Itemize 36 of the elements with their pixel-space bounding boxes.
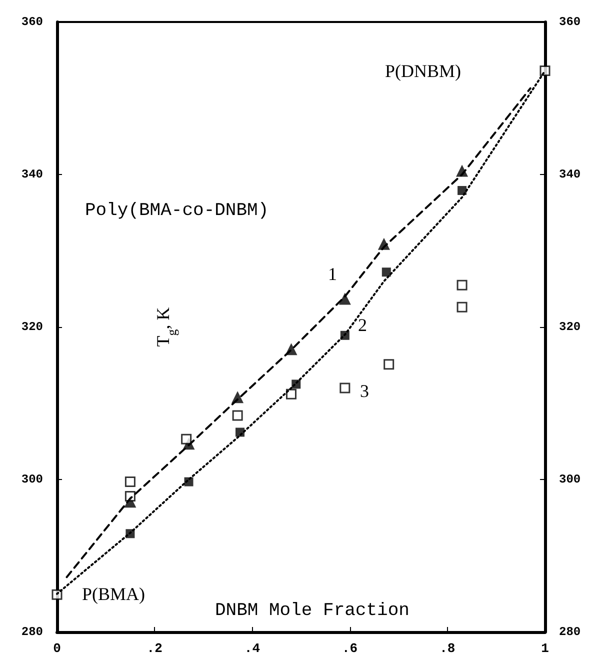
point (456, 280, 468, 290)
y-tick-label: 280 (21, 625, 43, 639)
y-tick-label: 300 (21, 472, 43, 486)
point (382, 268, 391, 277)
x-axis-title: DNBM Mole Fraction (215, 601, 410, 621)
point (456, 302, 468, 312)
y2-tick-label: 340 (559, 168, 581, 182)
point (338, 292, 351, 305)
point (458, 186, 467, 196)
y-axis-title: Tg, K (153, 307, 179, 347)
y-tick-label: 360 (21, 15, 43, 29)
point (232, 410, 243, 421)
annotation: P(BMA) (82, 584, 146, 604)
y2-tick-label: 280 (559, 625, 581, 639)
point (181, 434, 192, 444)
x-tick-label: .2 (146, 641, 163, 656)
point (540, 66, 550, 76)
x-tick-label: .8 (440, 641, 456, 656)
x-tick-label: 1 (541, 641, 550, 656)
annotation: P(DNBM) (385, 61, 462, 81)
x-tick-label: .4 (244, 641, 260, 656)
x-tick-label: 0 (53, 641, 62, 656)
y2-tick-label: 320 (559, 320, 581, 334)
y-tick-label: 340 (21, 168, 43, 182)
point (340, 382, 350, 394)
y2-tick-label: 300 (559, 472, 581, 486)
annotation: 2 (358, 315, 367, 335)
y2-tick-label: 360 (559, 15, 581, 29)
x-tick-label: .6 (342, 641, 358, 656)
point (124, 476, 136, 488)
annotation: 3 (360, 381, 369, 401)
y-tick-label: 320 (21, 320, 43, 334)
annotation: 1 (328, 264, 337, 284)
point (384, 359, 394, 370)
point (286, 388, 296, 400)
text: Poly(BMA-co-DNBM) (85, 201, 269, 221)
